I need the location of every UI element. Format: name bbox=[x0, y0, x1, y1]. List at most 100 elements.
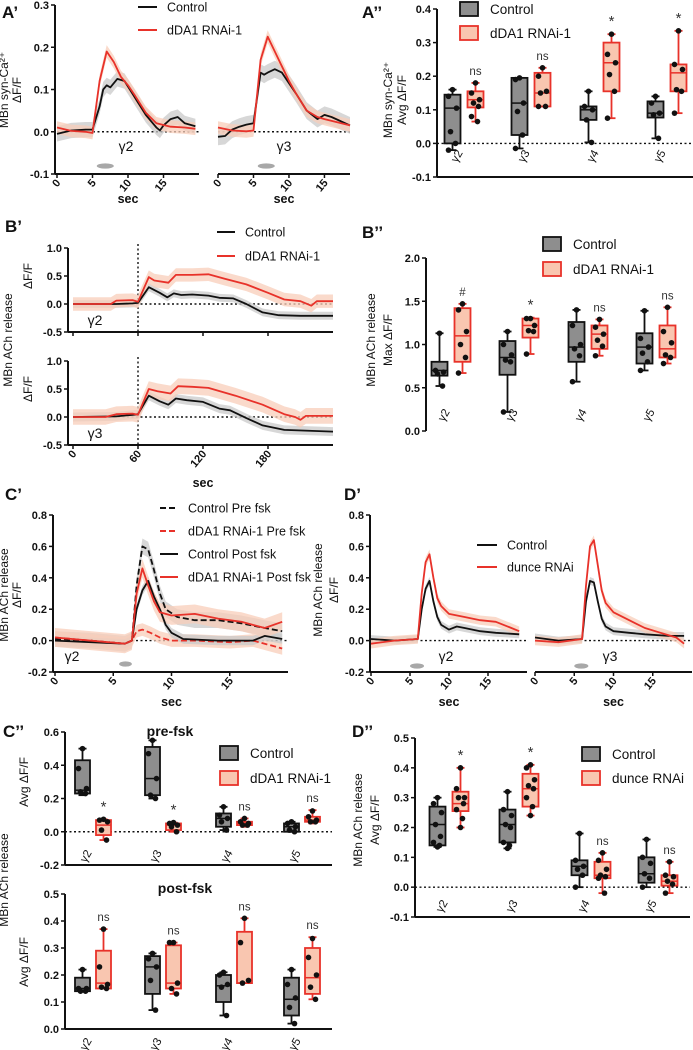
data-point bbox=[291, 828, 298, 835]
data-point bbox=[662, 352, 669, 358]
data-point bbox=[103, 985, 110, 992]
category-γ3: ns γ3 bbox=[144, 926, 182, 1050]
legend-swatch bbox=[542, 236, 562, 252]
legend-label: dDA1 RNAi-1 Post fsk bbox=[188, 571, 312, 585]
data-point bbox=[82, 790, 89, 797]
data-point bbox=[639, 854, 646, 861]
legend-label: Control bbox=[167, 1, 207, 15]
category-label: γ3 bbox=[516, 148, 532, 165]
box-iqr bbox=[567, 321, 586, 363]
sem-band-dda1-rnai-1 bbox=[57, 45, 196, 140]
data-point bbox=[662, 872, 669, 879]
x-tick-label: 15 bbox=[642, 675, 659, 692]
legend-swatch bbox=[542, 261, 562, 277]
data-point bbox=[461, 794, 468, 801]
series-line-dunce-rnai bbox=[370, 553, 520, 645]
significance-annotation: ns bbox=[306, 920, 318, 932]
data-point bbox=[437, 833, 444, 840]
y-tick-label: 0.6 bbox=[32, 541, 47, 553]
category-label: γ3 bbox=[148, 848, 164, 865]
data-point bbox=[474, 118, 481, 125]
box-control bbox=[428, 794, 447, 850]
category-label: γ4 bbox=[576, 898, 593, 915]
data-point bbox=[592, 352, 599, 359]
data-point bbox=[645, 344, 652, 350]
significance-annotation: ns bbox=[306, 793, 318, 805]
box-iqr bbox=[602, 41, 621, 93]
box-control bbox=[510, 75, 529, 152]
series-line-dda1-rnai-1-post-fsk bbox=[54, 567, 283, 645]
data-point bbox=[453, 105, 460, 111]
data-point bbox=[650, 112, 657, 118]
significance-annotation: ns bbox=[238, 901, 250, 913]
x-tick-label: 180 bbox=[253, 448, 274, 470]
data-point bbox=[508, 812, 515, 819]
category-label: γ5 bbox=[641, 407, 657, 424]
x-tick-label: 10 bbox=[161, 675, 178, 692]
category-label: γ4 bbox=[585, 148, 602, 165]
data-point bbox=[449, 86, 456, 93]
y-tick-label: 0.4 bbox=[44, 760, 60, 772]
significance-annotation: * bbox=[609, 13, 615, 30]
y-tick-label: 0.4 bbox=[349, 573, 365, 585]
panel-C2pre: C’’ pre-fsk 0.6 0.4 0.2 0.0 -0.2 * γ2 * γ3 ns γ4 ns γ5… bbox=[0, 722, 332, 927]
data-point bbox=[531, 322, 538, 329]
data-point bbox=[173, 828, 180, 835]
data-point bbox=[459, 301, 466, 307]
subplot-label: γ2 bbox=[119, 138, 134, 154]
x-tick-label: 0 bbox=[211, 177, 224, 189]
legend-label: Control Post fsk bbox=[188, 548, 277, 562]
data-point bbox=[612, 59, 619, 66]
data-point bbox=[292, 995, 299, 1001]
data-point bbox=[670, 873, 677, 880]
y-axis-label: ΔF/F bbox=[327, 577, 341, 603]
data-point bbox=[500, 409, 507, 415]
data-point bbox=[599, 343, 606, 350]
data-point bbox=[305, 954, 312, 961]
data-point bbox=[104, 818, 111, 825]
data-point bbox=[603, 866, 610, 873]
box-treatment bbox=[521, 315, 540, 357]
data-point bbox=[82, 988, 89, 994]
y-tick-label: 1.0 bbox=[47, 356, 62, 368]
data-point bbox=[519, 132, 526, 138]
data-point bbox=[648, 100, 655, 106]
data-point bbox=[147, 792, 154, 798]
x-tick-label: 15 bbox=[153, 177, 170, 194]
legend: Control dDA1 RNAi-1 bbox=[459, 1, 571, 41]
data-point bbox=[223, 1012, 230, 1019]
y-axis-label: Max ΔF/F bbox=[381, 314, 395, 366]
y-tick-label: -0.2 bbox=[345, 667, 364, 679]
box-control bbox=[637, 836, 656, 890]
legend-swatch bbox=[581, 770, 601, 786]
data-point bbox=[601, 890, 608, 896]
data-point bbox=[152, 1007, 159, 1013]
box-treatment bbox=[304, 808, 321, 825]
y-tick-label: 0.1 bbox=[394, 852, 409, 864]
y-axis-label: MBn ACh release bbox=[0, 548, 11, 642]
panel-label: A’ bbox=[2, 3, 18, 22]
data-point bbox=[531, 776, 538, 783]
legend-label: Control bbox=[507, 539, 547, 553]
data-point bbox=[166, 939, 173, 946]
data-point bbox=[512, 145, 519, 152]
category-label: γ5 bbox=[652, 148, 668, 165]
y-tick-label: 1.0 bbox=[405, 340, 420, 352]
box-iqr bbox=[590, 324, 609, 350]
x-tick-label: 10 bbox=[438, 675, 455, 692]
data-point bbox=[539, 65, 546, 71]
legend-swatch bbox=[219, 745, 239, 761]
box-treatment bbox=[451, 765, 470, 831]
data-point bbox=[237, 939, 244, 946]
y-tick-label: 0.0 bbox=[44, 1024, 59, 1036]
data-point bbox=[608, 31, 615, 37]
box-treatment bbox=[669, 28, 688, 116]
box-treatment bbox=[165, 819, 182, 835]
data-point bbox=[468, 90, 475, 96]
data-point bbox=[457, 824, 464, 831]
category-γ2: * γ2 bbox=[428, 747, 470, 915]
box-treatment bbox=[521, 762, 540, 819]
data-point bbox=[514, 108, 521, 115]
subplot-label: γ2 bbox=[65, 648, 80, 664]
